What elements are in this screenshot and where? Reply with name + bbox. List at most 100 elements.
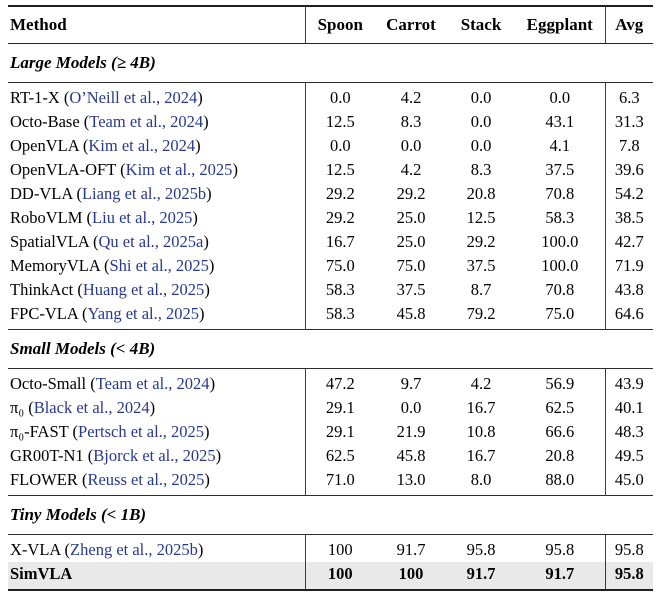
table-row: π₀ (Black et al., 2024) 29.1 0.0 16.7 62.5 40… bbox=[8, 396, 653, 420]
value-cell: 95.8 bbox=[545, 540, 575, 559]
value-cell: 12.5 bbox=[304, 158, 375, 182]
citation-link[interactable]: Liang et al., 2025b bbox=[81, 184, 207, 203]
method-cell: OpenVLA-OFT (Kim et al., 2025) bbox=[10, 160, 238, 179]
value-cell: 8.3 bbox=[400, 112, 422, 131]
column-header-carrot: Carrot bbox=[375, 6, 447, 44]
citation-link[interactable]: Team et al., 2024 bbox=[89, 112, 204, 131]
method-name: GR00T-N1 bbox=[10, 446, 84, 465]
method-name: FLOWER bbox=[10, 470, 78, 489]
table-row: FLOWER (Reuss et al., 2025) 71.0 13.0 8.0 88… bbox=[8, 468, 653, 496]
method-cell: MemoryVLA (Shi et al., 2025) bbox=[10, 256, 215, 275]
citation-link[interactable]: Yang et al., 2025 bbox=[87, 304, 200, 323]
method-cell: FPC-VLA (Yang et al., 2025) bbox=[10, 304, 205, 323]
value-cell: 29.1 bbox=[304, 420, 375, 444]
value-cell: 56.9 bbox=[545, 374, 575, 393]
value-cell: 4.2 bbox=[470, 374, 492, 393]
value-cell: 0.0 bbox=[470, 88, 492, 107]
value-cell: 21.9 bbox=[396, 422, 426, 441]
value-cell: 49.5 bbox=[604, 444, 653, 468]
citation-link[interactable]: Liu et al., 2025 bbox=[92, 208, 193, 227]
value-cell: 0.0 bbox=[400, 398, 422, 417]
column-header-spoon: Spoon bbox=[304, 6, 375, 44]
value-cell: 75.0 bbox=[396, 256, 426, 275]
table-row: GR00T-N1 (Bjorck et al., 2025) 62.5 45.8 16… bbox=[8, 444, 653, 468]
value-cell: 62.5 bbox=[304, 444, 375, 468]
citation-link[interactable]: Kim et al., 2024 bbox=[88, 136, 196, 155]
value-cell: 10.8 bbox=[466, 422, 496, 441]
table-row: Octo-Small (Team et al., 2024) 47.2 9.7 4.2… bbox=[8, 368, 653, 396]
value-cell: 71.0 bbox=[304, 468, 375, 496]
table-row: OpenVLA-OFT (Kim et al., 2025) 12.5 4.2 8.3… bbox=[8, 158, 653, 182]
value-cell: 91.7 bbox=[396, 540, 426, 559]
section-header-row: Tiny Models (< 1B) bbox=[8, 495, 653, 535]
value-cell: 4.2 bbox=[400, 88, 422, 107]
value-cell: 4.1 bbox=[549, 136, 571, 155]
method-cell: Octo-Small (Team et al., 2024) bbox=[10, 374, 216, 393]
method-name: DD-VLA bbox=[10, 184, 73, 203]
value-cell: 0.0 bbox=[400, 136, 422, 155]
value-cell: 8.7 bbox=[470, 280, 492, 299]
section-label: Small Models (< 4B) bbox=[8, 329, 653, 369]
citation-link[interactable]: Kim et al., 2025 bbox=[125, 160, 233, 179]
citation-link[interactable]: O’Neill et al., 2024 bbox=[69, 88, 198, 107]
citation-link[interactable]: Zheng et al., 2025b bbox=[70, 540, 198, 559]
table-row: X-VLA (Zheng et al., 2025b) 100 91.7 95.8 95… bbox=[8, 534, 653, 562]
value-cell: 38.5 bbox=[604, 206, 653, 230]
value-cell: 43.8 bbox=[604, 278, 653, 302]
value-cell: 88.0 bbox=[545, 470, 575, 489]
value-cell: 25.0 bbox=[396, 208, 426, 227]
value-cell: 45.0 bbox=[604, 468, 653, 496]
value-cell: 100.0 bbox=[541, 232, 579, 251]
value-cell: 0.0 bbox=[470, 136, 492, 155]
value-cell: 91.7 bbox=[515, 562, 605, 590]
value-cell: 0.0 bbox=[304, 82, 375, 110]
value-cell: 20.8 bbox=[466, 184, 496, 203]
table-row: SimVLA 100 100 91.7 91.7 95.8 bbox=[8, 562, 653, 590]
column-header-eggplant: Eggplant bbox=[515, 6, 605, 44]
value-cell: 39.6 bbox=[604, 158, 653, 182]
method-cell: π₀-FAST (Pertsch et al., 2025) bbox=[10, 422, 210, 441]
method-name: MemoryVLA bbox=[10, 256, 100, 275]
value-cell: 58.3 bbox=[304, 278, 375, 302]
method-cell: RT-1-X (O’Neill et al., 2024) bbox=[10, 88, 203, 107]
value-cell: 62.5 bbox=[545, 398, 575, 417]
method-cell: GR00T-N1 (Bjorck et al., 2025) bbox=[10, 446, 222, 465]
method-cell: Octo-Base (Team et al., 2024) bbox=[10, 112, 209, 131]
value-cell: 12.5 bbox=[304, 110, 375, 134]
citation-link[interactable]: Bjorck et al., 2025 bbox=[93, 446, 216, 465]
value-cell: 43.1 bbox=[545, 112, 575, 131]
table-row: RoboVLM (Liu et al., 2025) 29.2 25.0 12.5 58… bbox=[8, 206, 653, 230]
method-name: π₀ bbox=[10, 398, 25, 417]
value-cell: 6.3 bbox=[604, 82, 653, 110]
citation-link[interactable]: Pertsch et al., 2025 bbox=[78, 422, 205, 441]
table-row: FPC-VLA (Yang et al., 2025) 58.3 45.8 79.2 7… bbox=[8, 302, 653, 330]
citation-link[interactable]: Shi et al., 2025 bbox=[109, 256, 209, 275]
value-cell: 43.9 bbox=[604, 368, 653, 396]
value-cell: 8.3 bbox=[470, 160, 492, 179]
citation-link[interactable]: Huang et al., 2025 bbox=[82, 280, 205, 299]
value-cell: 25.0 bbox=[396, 232, 426, 251]
section-header-row: Small Models (< 4B) bbox=[8, 329, 653, 369]
citation-link[interactable]: Reuss et al., 2025 bbox=[87, 470, 205, 489]
value-cell: 100.0 bbox=[541, 256, 579, 275]
value-cell: 58.3 bbox=[304, 302, 375, 330]
method-cell: X-VLA (Zheng et al., 2025b) bbox=[10, 540, 204, 559]
method-cell: OpenVLA (Kim et al., 2024) bbox=[10, 136, 201, 155]
value-cell: 9.7 bbox=[400, 374, 422, 393]
value-cell: 13.0 bbox=[396, 470, 426, 489]
citation-link[interactable]: Qu et al., 2025a bbox=[98, 232, 204, 251]
value-cell: 40.1 bbox=[604, 396, 653, 420]
column-header-avg: Avg bbox=[604, 6, 653, 44]
method-name: X-VLA bbox=[10, 540, 61, 559]
value-cell: 0.0 bbox=[549, 88, 571, 107]
results-table: Method Spoon Carrot Stack Eggplant Avg Large … bbox=[8, 5, 653, 591]
value-cell: 16.7 bbox=[466, 446, 496, 465]
method-cell: FLOWER (Reuss et al., 2025) bbox=[10, 470, 210, 489]
citation-link[interactable]: Black et al., 2024 bbox=[33, 398, 150, 417]
citation-link[interactable]: Team et al., 2024 bbox=[95, 374, 210, 393]
method-name: OpenVLA bbox=[10, 136, 79, 155]
value-cell: 47.2 bbox=[304, 368, 375, 396]
value-cell: 4.2 bbox=[400, 160, 422, 179]
value-cell: 37.5 bbox=[545, 160, 575, 179]
method-cell: SpatialVLA (Qu et al., 2025a) bbox=[10, 232, 209, 251]
